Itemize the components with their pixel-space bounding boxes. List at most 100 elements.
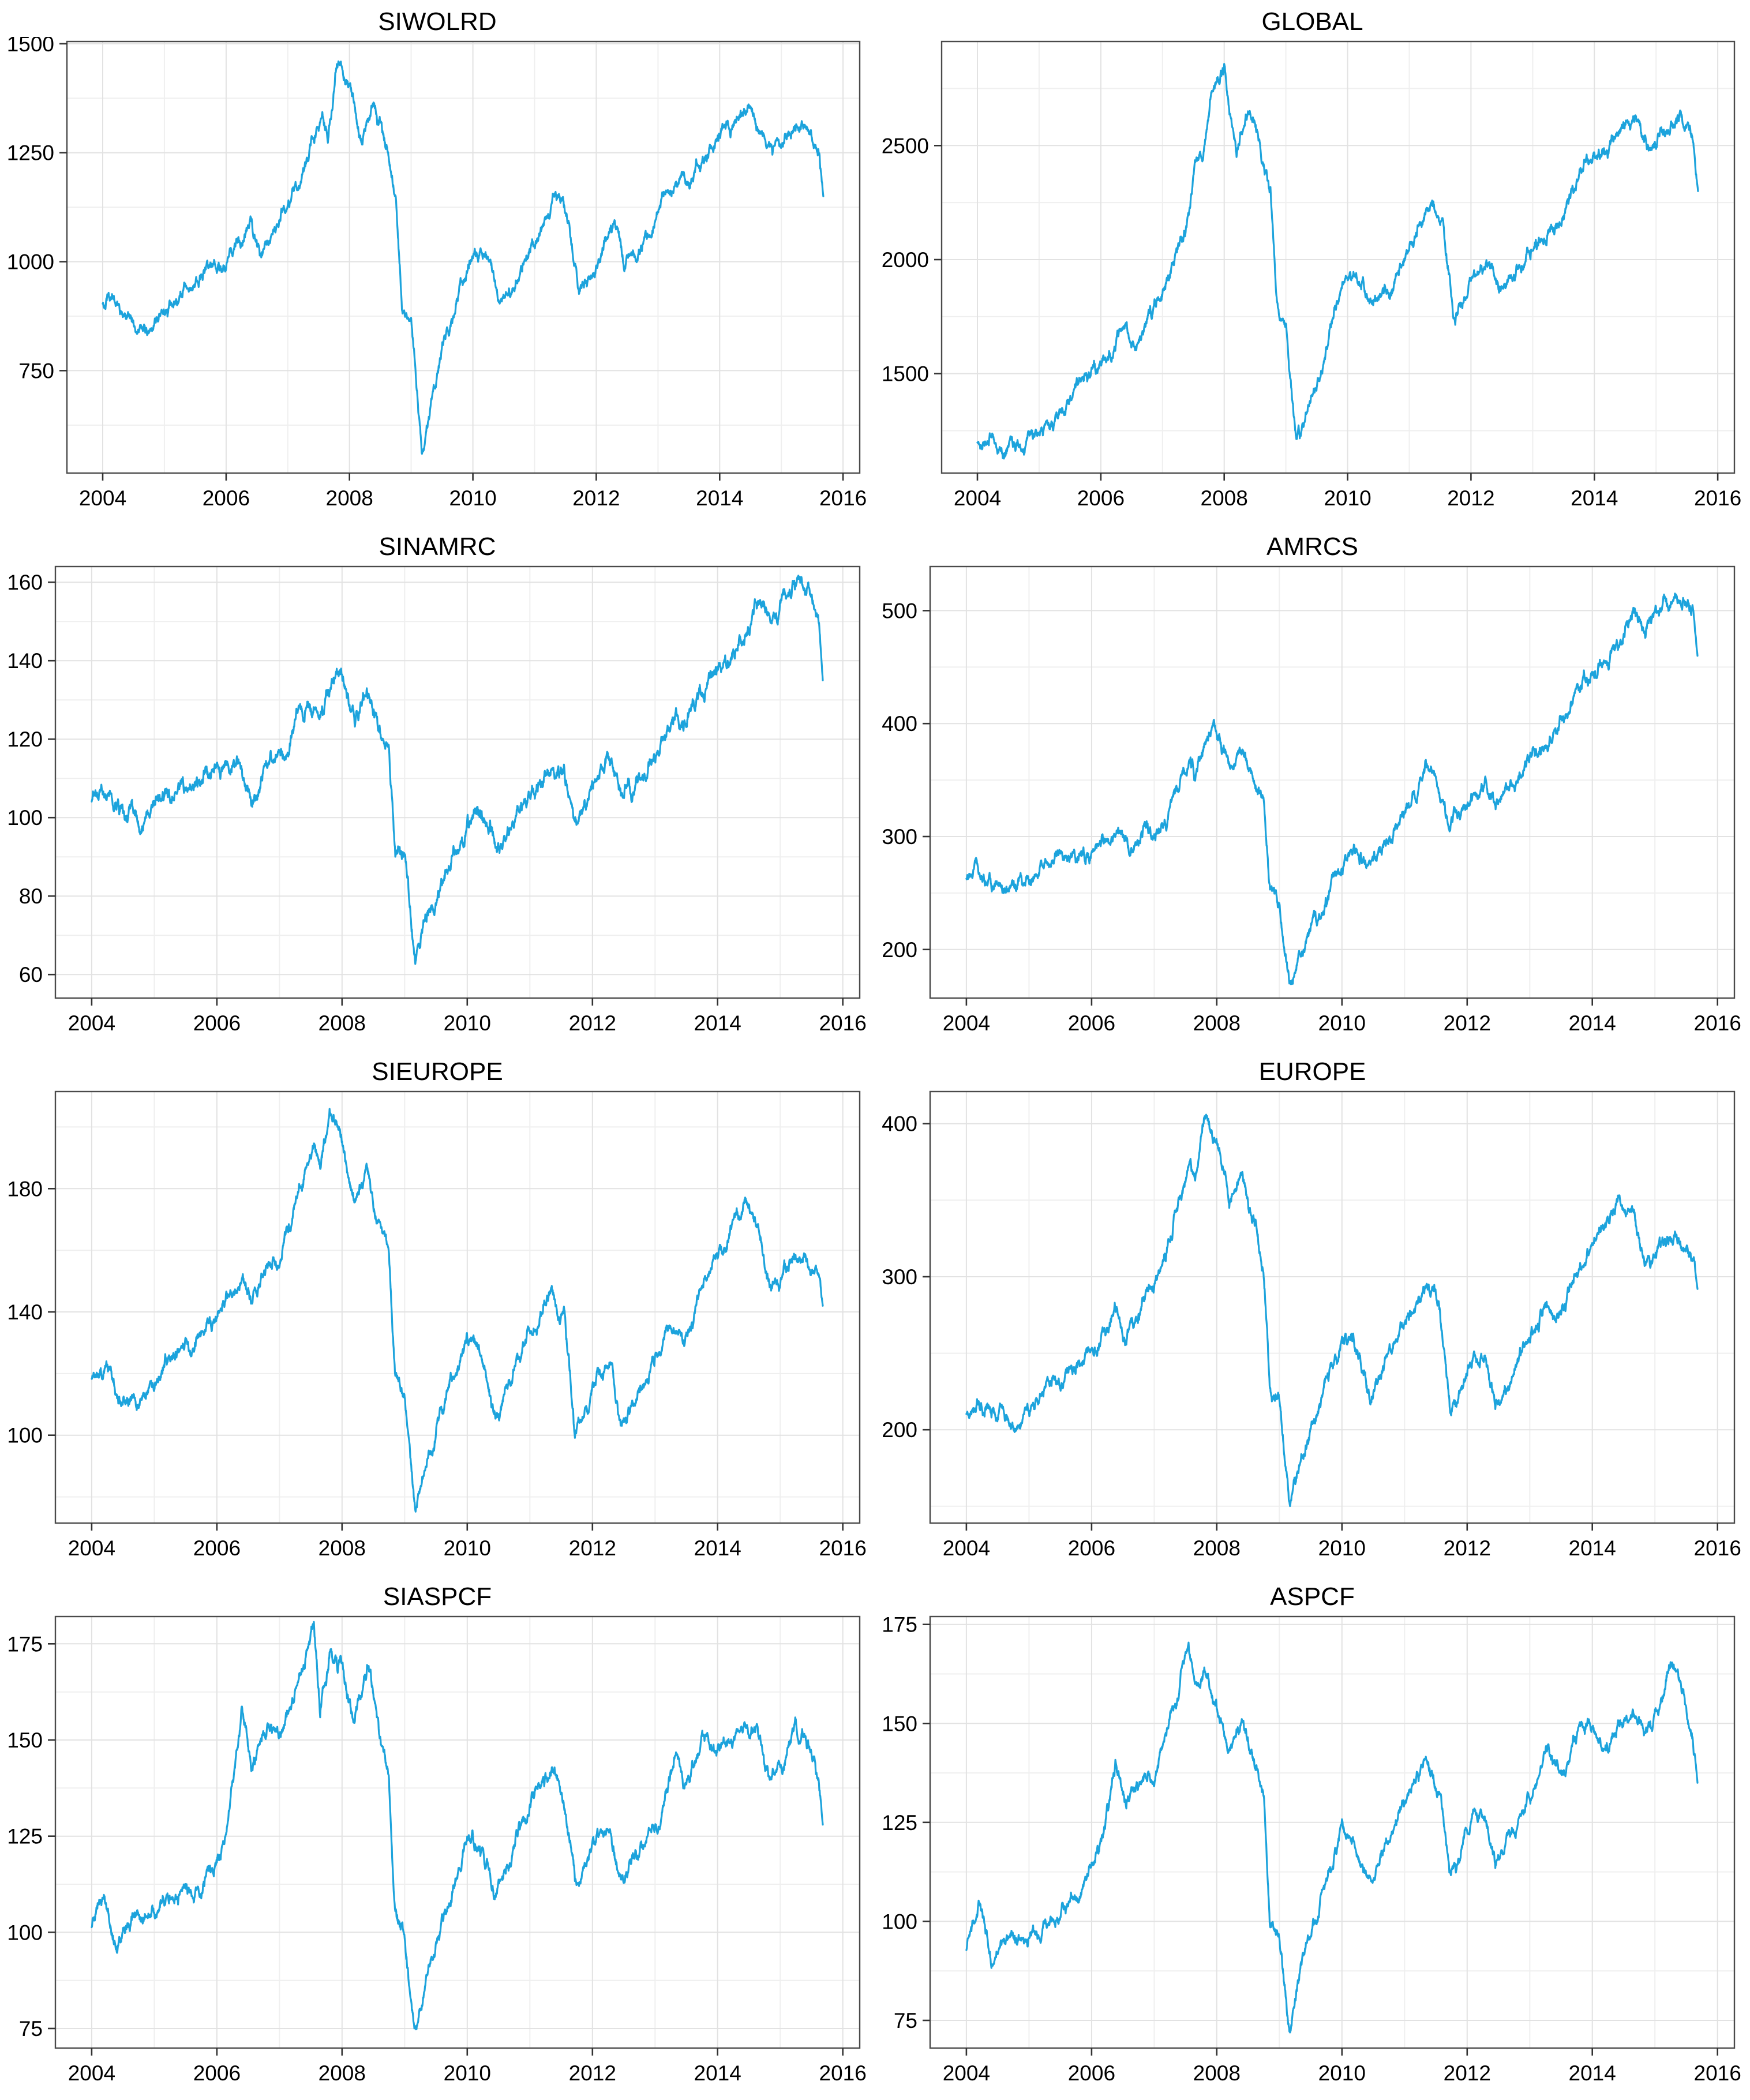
y-tick-label: 120: [7, 727, 43, 751]
x-tick-label: 2016: [819, 1536, 867, 1560]
x-tick-label: 2004: [943, 2061, 990, 2085]
y-tick-label: 500: [882, 599, 917, 622]
y-tick-label: 125: [882, 1811, 917, 1835]
x-tick-label: 2016: [1694, 2061, 1741, 2085]
chart-title: EUROPE: [1258, 1058, 1366, 1086]
y-tick-label: 400: [882, 712, 917, 736]
x-tick-label: 2012: [1444, 1011, 1491, 1035]
line-chart-canvas: 2004 2006 2008 2010 2012 2014 2016 1500 2000 2500: [875, 37, 1750, 525]
x-tick-label: 2008: [1193, 2061, 1241, 2085]
y-tick-label: 2000: [882, 248, 929, 272]
x-tick-label: 2010: [1318, 1536, 1366, 1560]
x-tick-label: 2016: [819, 1011, 867, 1035]
x-tick-label: 2010: [444, 2061, 491, 2085]
x-tick-label: 2010: [1318, 1011, 1366, 1035]
y-tick-label: 750: [18, 359, 54, 382]
x-tick-label: 2014: [1569, 2061, 1616, 2085]
chart-europe: EUROPE 2004 2006 2008 2010 2012 2014 2016 200 30…: [875, 1050, 1750, 1575]
x-tick-label: 2012: [569, 2061, 616, 2085]
x-tick-label: 2004: [68, 2061, 115, 2085]
series-line-sinamrc: [91, 575, 824, 965]
y-tick-label: 75: [894, 2009, 917, 2032]
x-tick-label: 2014: [694, 1536, 741, 1560]
x-tick-label: 2004: [68, 1011, 115, 1035]
x-tick-label: 2014: [694, 1011, 741, 1035]
x-tick-label: 2012: [569, 1011, 616, 1035]
chart-global: GLOBAL 2004 2006 2008 2010 2012 2014 2016 1500 2…: [875, 0, 1750, 525]
y-tick-label: 1500: [882, 362, 929, 386]
chart-title: AMRCS: [1266, 532, 1358, 561]
y-tick-label: 150: [7, 1728, 43, 1752]
chart-title: SINAMRC: [379, 532, 496, 561]
chart-amrcs: AMRCS 2004 2006 2008 2010 2012 2014 2016 200 300…: [875, 525, 1750, 1050]
y-tick-label: 140: [7, 649, 43, 673]
x-tick-label: 2016: [1694, 1011, 1741, 1035]
x-tick-label: 2016: [819, 486, 867, 510]
y-tick-label: 160: [7, 571, 43, 594]
x-tick-label: 2006: [1077, 486, 1125, 510]
y-tick-label: 60: [19, 963, 43, 987]
x-tick-label: 2012: [1444, 1536, 1491, 1560]
x-tick-label: 2006: [193, 2061, 241, 2085]
chart-title: GLOBAL: [1261, 7, 1363, 36]
series-line-europe: [965, 1113, 1699, 1507]
y-tick-label: 80: [19, 884, 43, 908]
chart-sieurope: SIEUROPE 2004 2006 2008 2010 2012 2014 2016 100…: [0, 1050, 875, 1575]
chart-title: SIEUROPE: [372, 1058, 503, 1086]
y-tick-label: 75: [19, 2017, 43, 2041]
series-line-siaspcf: [91, 1621, 824, 2031]
y-tick-label: 300: [882, 825, 917, 849]
x-tick-label: 2008: [326, 486, 373, 510]
y-tick-label: 100: [882, 1910, 917, 1933]
x-tick-label: 2008: [1193, 1536, 1241, 1560]
x-tick-label: 2004: [943, 1011, 990, 1035]
x-tick-label: 2008: [318, 2061, 366, 2085]
x-tick-label: 2004: [954, 486, 1001, 510]
series-line-siwolrd: [102, 60, 825, 455]
y-tick-label: 100: [7, 1424, 43, 1447]
x-tick-label: 2006: [1068, 1536, 1115, 1560]
series-line-aspcf: [965, 1641, 1699, 2034]
x-tick-label: 2008: [318, 1536, 366, 1560]
series-line-amrcs: [965, 592, 1699, 985]
x-tick-label: 2012: [1444, 2061, 1491, 2085]
y-tick-label: 180: [7, 1177, 43, 1201]
x-tick-label: 2010: [449, 486, 496, 510]
x-tick-label: 2016: [1694, 486, 1741, 510]
chart-sinamrc: SINAMRC 2004 2006 2008 2010 2012 2014 2016 60 80…: [0, 525, 875, 1050]
x-tick-label: 2012: [1447, 486, 1494, 510]
chart-title: SIWOLRD: [378, 7, 497, 36]
line-chart-canvas: 2004 2006 2008 2010 2012 2014 2016 75 100 125 150 1…: [875, 1612, 1750, 2100]
x-tick-label: 2014: [694, 2061, 741, 2085]
line-chart-canvas: 2004 2006 2008 2010 2012 2014 2016 75 100 125 150 1…: [0, 1612, 875, 2100]
x-tick-label: 2014: [696, 486, 743, 510]
x-tick-label: 2014: [1571, 486, 1618, 510]
y-tick-label: 300: [882, 1265, 917, 1289]
series-line-global: [976, 63, 1699, 460]
y-tick-label: 1250: [7, 141, 54, 165]
chart-aspcf: ASPCF 2004 2006 2008 2010 2012 2014 2016 75 100 1…: [875, 1575, 1750, 2100]
y-tick-label: 150: [882, 1712, 917, 1735]
x-tick-label: 2004: [79, 486, 126, 510]
y-tick-label: 100: [7, 806, 43, 830]
x-tick-label: 2006: [193, 1011, 241, 1035]
chart-siwolrd: SIWOLRD 2004 2006 2008 2010 2012 2014 2016 750 1…: [0, 0, 875, 525]
y-tick-label: 1000: [7, 250, 54, 274]
chart-title: ASPCF: [1270, 1582, 1355, 1611]
series-line-sieurope: [91, 1108, 824, 1513]
x-tick-label: 2008: [318, 1011, 366, 1035]
y-tick-label: 2500: [882, 134, 929, 158]
line-chart-canvas: 2004 2006 2008 2010 2012 2014 2016 200 300 400: [875, 1087, 1750, 1575]
line-chart-canvas: 2004 2006 2008 2010 2012 2014 2016 200 300 400 500: [875, 562, 1750, 1050]
x-tick-label: 2014: [1569, 1011, 1616, 1035]
x-tick-label: 2010: [1324, 486, 1371, 510]
y-tick-label: 175: [882, 1613, 917, 1637]
x-tick-label: 2006: [203, 486, 250, 510]
y-tick-label: 175: [7, 1632, 43, 1656]
x-tick-label: 2016: [1694, 1536, 1741, 1560]
y-tick-label: 1500: [7, 37, 54, 56]
x-tick-label: 2010: [1318, 2061, 1366, 2085]
x-tick-label: 2006: [193, 1536, 241, 1560]
